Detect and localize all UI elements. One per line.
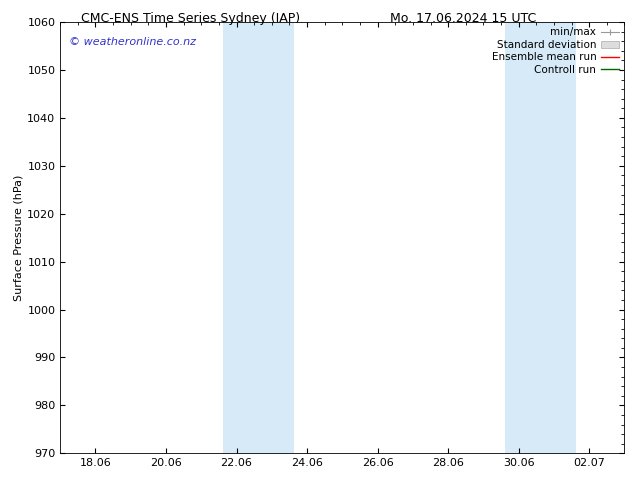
- Bar: [505, 22, 576, 453]
- Text: Mo. 17.06.2024 15 UTC: Mo. 17.06.2024 15 UTC: [390, 12, 536, 25]
- Bar: [223, 22, 294, 453]
- Legend: min/max, Standard deviation, Ensemble mean run, Controll run: min/max, Standard deviation, Ensemble me…: [489, 25, 621, 77]
- Text: © weatheronline.co.nz: © weatheronline.co.nz: [68, 37, 196, 47]
- Y-axis label: Surface Pressure (hPa): Surface Pressure (hPa): [13, 174, 23, 301]
- Text: CMC-ENS Time Series Sydney (IAP): CMC-ENS Time Series Sydney (IAP): [81, 12, 300, 25]
